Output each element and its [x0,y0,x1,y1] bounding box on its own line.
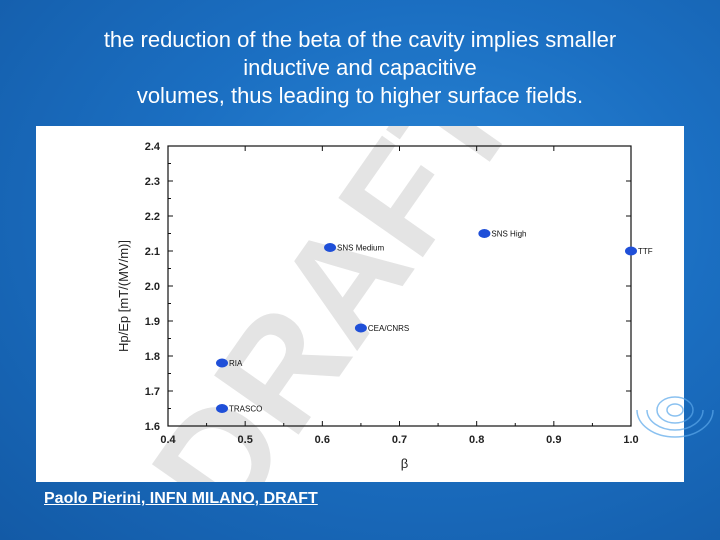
point-label-1: SNS High [491,230,526,239]
x-tick-label-6: 1.0 [623,434,638,446]
slide-title: the reduction of the beta of the cavity … [30,26,690,110]
y-tick-label-1: 1.7 [145,386,160,398]
x-tick-label-3: 0.7 [392,434,407,446]
footer-credit: Paolo Pierini, INFN MILANO, DRAFT [44,490,318,507]
y-tick-label-0: 1.6 [145,421,160,433]
point-label-2: TTF [638,247,653,256]
y-axis-title: Hp/Ep [mT/(MV/m)] [116,240,131,352]
y-tick-label-2: 1.8 [145,351,160,363]
y-tick-label-5: 2.1 [145,246,160,258]
y-tick-label-4: 2.0 [145,281,160,293]
y-tick-label-6: 2.2 [145,211,160,223]
decorative-swirl [636,396,714,438]
point-label-0: SNS Medium [337,244,384,253]
title-line-2: inductive and capacitive [243,55,477,80]
point-2 [625,246,637,256]
chart-panel: DRAFT 0.4 0.5 0.6 0.7 0.8 0.9 1.0 1.6 1.7 1.8 1.9 2… [36,126,684,482]
x-tick-label-0: 0.4 [160,434,176,446]
draft-watermark: DRAFT [119,126,548,482]
point-5 [216,404,229,413]
x-tick-label-4: 0.8 [469,434,484,446]
point-1 [478,229,491,238]
title-line-1: the reduction of the beta of the cavity … [103,27,617,52]
scatter-chart: DRAFT 0.4 0.5 0.6 0.7 0.8 0.9 1.0 1.6 1.7 1.8 1.9 2… [116,126,653,482]
x-tick-label-2: 0.6 [315,434,330,446]
point-label-3: CEA/CNRS [368,324,409,333]
x-axis-title: β [401,456,408,471]
x-tick-label-1: 0.5 [238,434,253,446]
y-tick-label-7: 2.3 [145,176,160,188]
y-tick-label-3: 1.9 [145,316,160,328]
x-tick-label-5: 0.9 [546,434,561,446]
point-label-4: RIA [229,359,243,368]
y-tick-label-8: 2.4 [145,141,161,153]
point-0 [324,243,337,252]
point-3 [354,323,367,333]
title-line-3: volumes, thus leading to higher surface … [136,83,584,108]
point-label-5: TRASCO [229,405,262,414]
point-4 [216,358,229,368]
